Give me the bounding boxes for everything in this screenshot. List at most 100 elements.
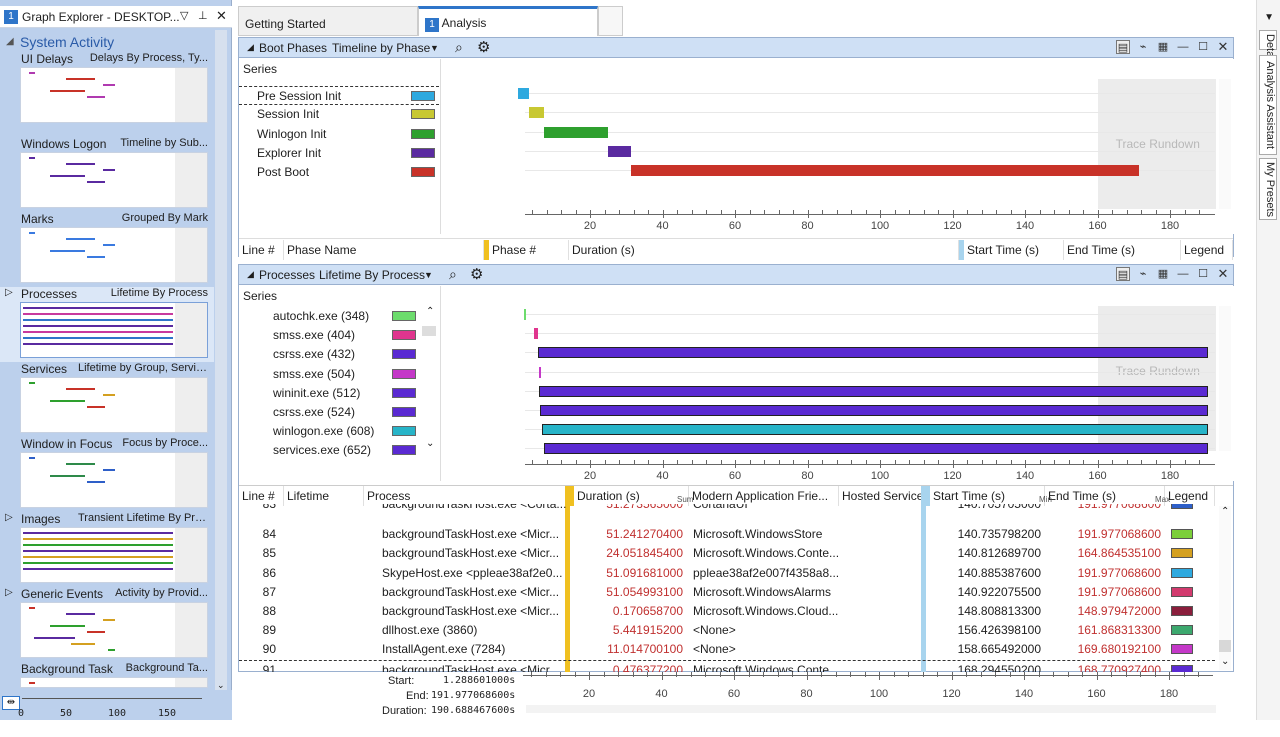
table-row[interactable]: 87 backgroundTaskHost.exe <Micr... 51.0549… bbox=[239, 583, 1215, 602]
graph-only-icon[interactable]: ⌁ bbox=[1139, 41, 1147, 53]
table-row[interactable]: 85 backgroundTaskHost.exe <Micr... 24.0518… bbox=[239, 544, 1215, 563]
footer-scrollbar[interactable] bbox=[526, 705, 1216, 713]
series-row[interactable]: autochk.exe (348) bbox=[239, 307, 439, 326]
view-dropdown-icon[interactable]: ▼ bbox=[430, 43, 439, 53]
graph-item-window-in-focus[interactable]: Window in Focus Focus by Proce... bbox=[0, 437, 214, 512]
view-selector[interactable]: Lifetime By Process bbox=[319, 268, 426, 282]
scroll-thumb[interactable] bbox=[1219, 640, 1231, 652]
column-header[interactable]: Legend bbox=[1181, 240, 1233, 260]
tab-getting-started[interactable]: Getting Started bbox=[238, 6, 418, 36]
series-scroll-thumb[interactable] bbox=[422, 326, 436, 336]
series-row[interactable]: csrss.exe (432) bbox=[239, 345, 439, 364]
timeline-bar[interactable] bbox=[517, 88, 530, 99]
timeline-bar[interactable] bbox=[539, 385, 1209, 397]
graph-item-generic-events[interactable]: ▷ Generic Events Activity by Provid... bbox=[0, 587, 214, 662]
details-tab[interactable]: Details bbox=[1259, 30, 1277, 68]
series-row[interactable]: winlogon.exe (608) bbox=[239, 422, 439, 441]
series-row[interactable]: Post Boot bbox=[239, 163, 439, 182]
timeline-bar[interactable] bbox=[537, 347, 1209, 359]
graph-item-images[interactable]: ▷ Images Transient Lifetime By Proc... bbox=[0, 512, 214, 587]
scroll-down-icon[interactable]: ⌄ bbox=[426, 438, 435, 449]
table-row[interactable]: 83 backgroundTaskHost.exe <Corta... 51.273… bbox=[239, 504, 1215, 513]
gear-icon[interactable]: ⚙ bbox=[470, 266, 484, 283]
column-header[interactable]: End Time (s) bbox=[1045, 486, 1165, 506]
dropdown-icon[interactable]: ▽ bbox=[180, 10, 189, 22]
collapse-icon[interactable]: ◢ bbox=[247, 42, 254, 52]
collapse-icon[interactable]: ◢ bbox=[247, 269, 254, 279]
fit-icon[interactable]: ⇹ bbox=[2, 696, 20, 710]
plot-scrollbar[interactable] bbox=[1219, 79, 1231, 209]
search-icon[interactable]: ⌕ bbox=[455, 39, 463, 55]
graph-thumbnail[interactable] bbox=[20, 602, 208, 658]
graph-only-icon[interactable]: ⌁ bbox=[1139, 268, 1147, 280]
column-header[interactable]: Hosted Service bbox=[839, 486, 925, 506]
column-header[interactable]: Line # bbox=[239, 486, 284, 506]
series-row[interactable]: Session Init bbox=[239, 105, 439, 124]
column-header[interactable]: Phase Name bbox=[284, 240, 484, 260]
graph-item-services[interactable]: Services Lifetime by Group, Servic... bbox=[0, 362, 214, 437]
graph-thumbnail[interactable] bbox=[20, 527, 208, 583]
timeline-bar[interactable] bbox=[544, 126, 609, 138]
column-header[interactable]: Phase # bbox=[484, 240, 569, 260]
series-row[interactable]: Pre Session Init bbox=[239, 86, 439, 105]
minimize-icon[interactable]: — bbox=[1177, 268, 1189, 280]
graph-thumbnail[interactable] bbox=[20, 67, 208, 123]
my-presets-tab[interactable]: My Presets bbox=[1259, 158, 1277, 220]
timeline-bar[interactable] bbox=[608, 145, 631, 157]
graphing-bar[interactable] bbox=[921, 486, 926, 672]
graph-thumbnail[interactable] bbox=[20, 227, 208, 283]
search-icon[interactable]: ⌕ bbox=[449, 266, 457, 282]
scroll-down-icon[interactable]: ⌄ bbox=[217, 680, 225, 690]
series-row[interactable]: Explorer Init bbox=[239, 144, 439, 163]
column-header[interactable]: End Time (s) bbox=[1064, 240, 1181, 260]
timeline-bar[interactable] bbox=[539, 405, 1209, 416]
graph-item-processes[interactable]: ▷ Processes Lifetime By Process bbox=[0, 287, 214, 362]
series-row[interactable]: smss.exe (404) bbox=[239, 326, 439, 345]
view-selector[interactable]: Timeline by Phase bbox=[332, 41, 431, 55]
scroll-up-icon[interactable]: ⌃ bbox=[426, 306, 435, 317]
gear-icon[interactable]: ⚙ bbox=[477, 39, 491, 56]
series-row[interactable]: services.exe (652) bbox=[239, 441, 439, 460]
timeline-bar[interactable] bbox=[538, 366, 541, 378]
column-header[interactable]: Line # bbox=[239, 240, 284, 260]
table-row[interactable]: 89 dllhost.exe (3860) 5.441915200 <None> 156… bbox=[239, 621, 1215, 640]
graph-thumbnail[interactable] bbox=[20, 377, 208, 433]
column-header[interactable]: Start Time (s) bbox=[925, 486, 1045, 506]
table-scrollbar[interactable]: ⌃ ⌄ bbox=[1219, 506, 1231, 670]
table-only-icon[interactable]: ▦ bbox=[1157, 268, 1169, 280]
minimize-icon[interactable]: — bbox=[1177, 41, 1189, 53]
column-header[interactable]: Duration (s) bbox=[569, 240, 959, 260]
table-row[interactable]: 86 SkypeHost.exe <ppleae38af2e0... 51.0916… bbox=[239, 564, 1215, 583]
series-row[interactable]: wininit.exe (512) bbox=[239, 384, 439, 403]
table-row[interactable]: 90 InstallAgent.exe (7284) 11.014700100 <No… bbox=[239, 640, 1215, 659]
graph-thumbnail[interactable] bbox=[20, 677, 208, 688]
column-header[interactable]: Legend bbox=[1165, 486, 1215, 506]
table-row[interactable]: 84 backgroundTaskHost.exe <Micr... 51.2412… bbox=[239, 525, 1215, 544]
tab-analysis[interactable]: 1 Analysis bbox=[418, 6, 598, 36]
column-header[interactable]: Process bbox=[364, 486, 569, 506]
column-header[interactable]: Start Time (s) bbox=[959, 240, 1064, 260]
grouping-bar[interactable] bbox=[565, 486, 570, 672]
plot-scrollbar[interactable] bbox=[1219, 306, 1231, 451]
scroll-down-icon[interactable]: ⌄ bbox=[1221, 656, 1230, 667]
close-icon[interactable]: ✕ bbox=[1217, 39, 1229, 54]
left-scrollbar[interactable]: ⌄ bbox=[215, 30, 227, 690]
collapse-icon[interactable]: ◢ bbox=[6, 36, 14, 47]
timeline-bar[interactable] bbox=[543, 443, 1209, 455]
close-icon[interactable]: ✕ bbox=[1217, 266, 1229, 281]
table-only-icon[interactable]: ▦ bbox=[1157, 41, 1169, 53]
series-row[interactable]: Winlogon Init bbox=[239, 125, 439, 144]
series-row[interactable]: csrss.exe (524) bbox=[239, 403, 439, 422]
table-row[interactable]: 88 backgroundTaskHost.exe <Micr... 0.17065… bbox=[239, 602, 1215, 621]
expand-icon[interactable]: ▷ bbox=[5, 287, 13, 298]
column-header[interactable]: Duration (s) bbox=[569, 486, 689, 506]
timeline-bar[interactable] bbox=[524, 309, 527, 320]
series-row[interactable]: smss.exe (504) bbox=[239, 365, 439, 384]
maximize-icon[interactable]: ☐ bbox=[1198, 41, 1208, 53]
graph-item-background-task[interactable]: Background Task Background Ta... bbox=[0, 662, 214, 737]
timeline-bar[interactable] bbox=[529, 107, 545, 119]
processes-plot[interactable]: Trace Rundown 20 40 60 80 100 120 140 160 180 bbox=[444, 286, 1234, 482]
graph-item-marks[interactable]: Marks Grouped By Mark bbox=[0, 212, 214, 287]
graph-thumbnail[interactable] bbox=[20, 302, 208, 358]
close-icon[interactable]: ✕ bbox=[216, 8, 227, 23]
